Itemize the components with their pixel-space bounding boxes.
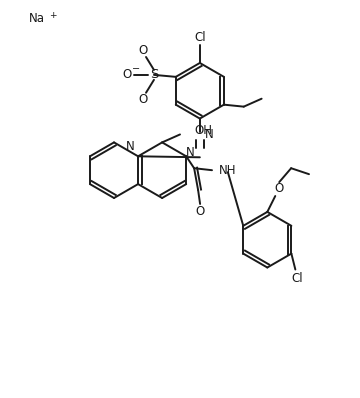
Text: Cl: Cl [292, 272, 303, 285]
Text: Cl: Cl [194, 31, 206, 44]
Text: N: N [126, 140, 135, 153]
Text: O: O [275, 181, 284, 195]
Text: O: O [195, 205, 205, 219]
Text: O: O [138, 93, 148, 106]
Text: +: + [49, 11, 57, 20]
Text: Na: Na [29, 12, 45, 25]
Text: O: O [122, 68, 132, 81]
Text: NH: NH [219, 164, 237, 177]
Text: N: N [205, 128, 213, 141]
Text: −: − [132, 64, 140, 74]
Text: N: N [186, 146, 195, 159]
Text: O: O [138, 43, 148, 57]
Text: S: S [150, 68, 158, 81]
Text: OH: OH [194, 124, 212, 137]
